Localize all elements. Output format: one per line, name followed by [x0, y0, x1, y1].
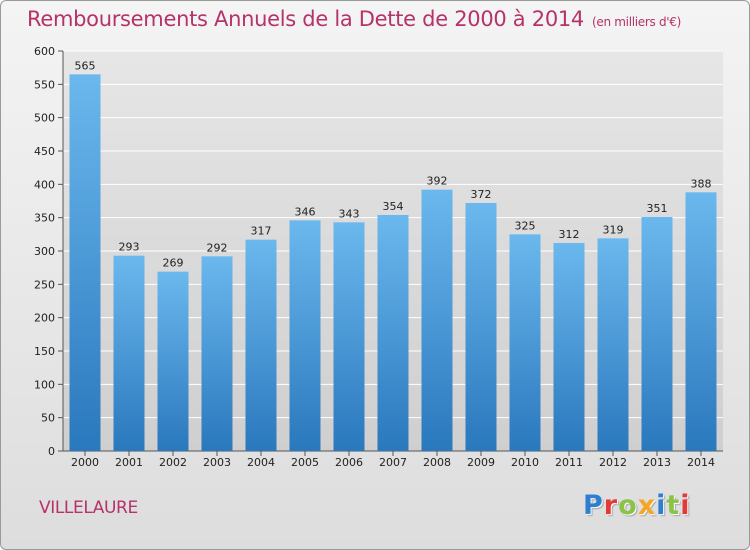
bar-2003 [201, 256, 233, 451]
x-tick-label-2002: 2002 [159, 456, 187, 469]
y-tick-label: 300 [34, 245, 55, 258]
data-label-2007: 354 [383, 200, 404, 213]
x-tick-label-2010: 2010 [511, 456, 539, 469]
bar-2009 [465, 203, 497, 451]
data-label-2011: 312 [559, 228, 580, 241]
data-label-2012: 319 [603, 223, 624, 236]
y-tick-label: 250 [34, 278, 55, 291]
y-tick-label: 550 [34, 78, 55, 91]
chart-unit: (en milliers d'€) [592, 15, 682, 29]
x-tick-label-2008: 2008 [423, 456, 451, 469]
commune-name: VILLELAURE [39, 498, 138, 518]
x-tick-label-2004: 2004 [247, 456, 275, 469]
y-tick-label: 350 [34, 212, 55, 225]
chart-title: Remboursements Annuels de la Dette de 20… [27, 7, 681, 31]
chart-title-text: Remboursements Annuels de la Dette de 20… [27, 7, 584, 31]
bars [69, 74, 717, 452]
data-label-2002: 269 [163, 257, 184, 270]
data-label-2004: 317 [251, 225, 272, 238]
y-tick-label: 0 [48, 445, 55, 458]
x-tick-label-2001: 2001 [115, 456, 143, 469]
y-tick-label: 50 [41, 412, 55, 425]
bar-2004 [245, 239, 277, 451]
x-tick-label-2013: 2013 [643, 456, 671, 469]
data-label-2013: 351 [647, 202, 668, 215]
bar-2001 [113, 255, 145, 451]
data-label-2009: 372 [471, 188, 492, 201]
bar-2010 [509, 234, 541, 451]
x-tick-label-2006: 2006 [335, 456, 363, 469]
x-tick-label-2003: 2003 [203, 456, 231, 469]
x-tick-label-2007: 2007 [379, 456, 407, 469]
data-label-2006: 343 [339, 207, 360, 220]
y-tick-label: 450 [34, 145, 55, 158]
axes: 0 50 100 150 200 250 300 350 400 450 500 550 600 2000… [34, 45, 723, 469]
data-label-2008: 392 [427, 175, 448, 188]
x-tick-label-2014: 2014 [687, 456, 715, 469]
y-tick-label: 400 [34, 178, 55, 191]
data-labels: 565 293 269 292 317 346 343 354 392 372 325 312 319 3… [75, 59, 712, 269]
y-tick-label: 150 [34, 345, 55, 358]
bar-2007 [377, 215, 409, 451]
x-tick-label-2012: 2012 [599, 456, 627, 469]
x-tick-label-2000: 2000 [71, 456, 99, 469]
bar-2002 [157, 271, 189, 451]
bar-2014 [685, 192, 717, 452]
bar-2011 [553, 243, 585, 451]
bar-2013 [641, 217, 673, 451]
data-label-2001: 293 [119, 241, 140, 254]
data-label-2000: 565 [75, 59, 96, 72]
bar-2000 [69, 74, 101, 451]
bar-2012 [597, 238, 629, 451]
data-label-2003: 292 [207, 241, 228, 254]
y-tick-label: 200 [34, 312, 55, 325]
data-label-2005: 346 [295, 205, 316, 218]
bar-2008 [421, 189, 453, 451]
data-label-2014: 388 [691, 177, 712, 190]
proxiti-logo: Proxiti [583, 490, 691, 521]
data-label-2010: 325 [515, 219, 536, 232]
bar-2005 [289, 220, 321, 451]
x-tick-label-2005: 2005 [291, 456, 319, 469]
y-tick-label: 500 [34, 112, 55, 125]
x-tick-label-2011: 2011 [555, 456, 583, 469]
y-tick-label: 600 [34, 45, 55, 58]
x-tick-label-2009: 2009 [467, 456, 495, 469]
bar-2006 [333, 222, 365, 451]
y-tick-label: 100 [34, 378, 55, 391]
